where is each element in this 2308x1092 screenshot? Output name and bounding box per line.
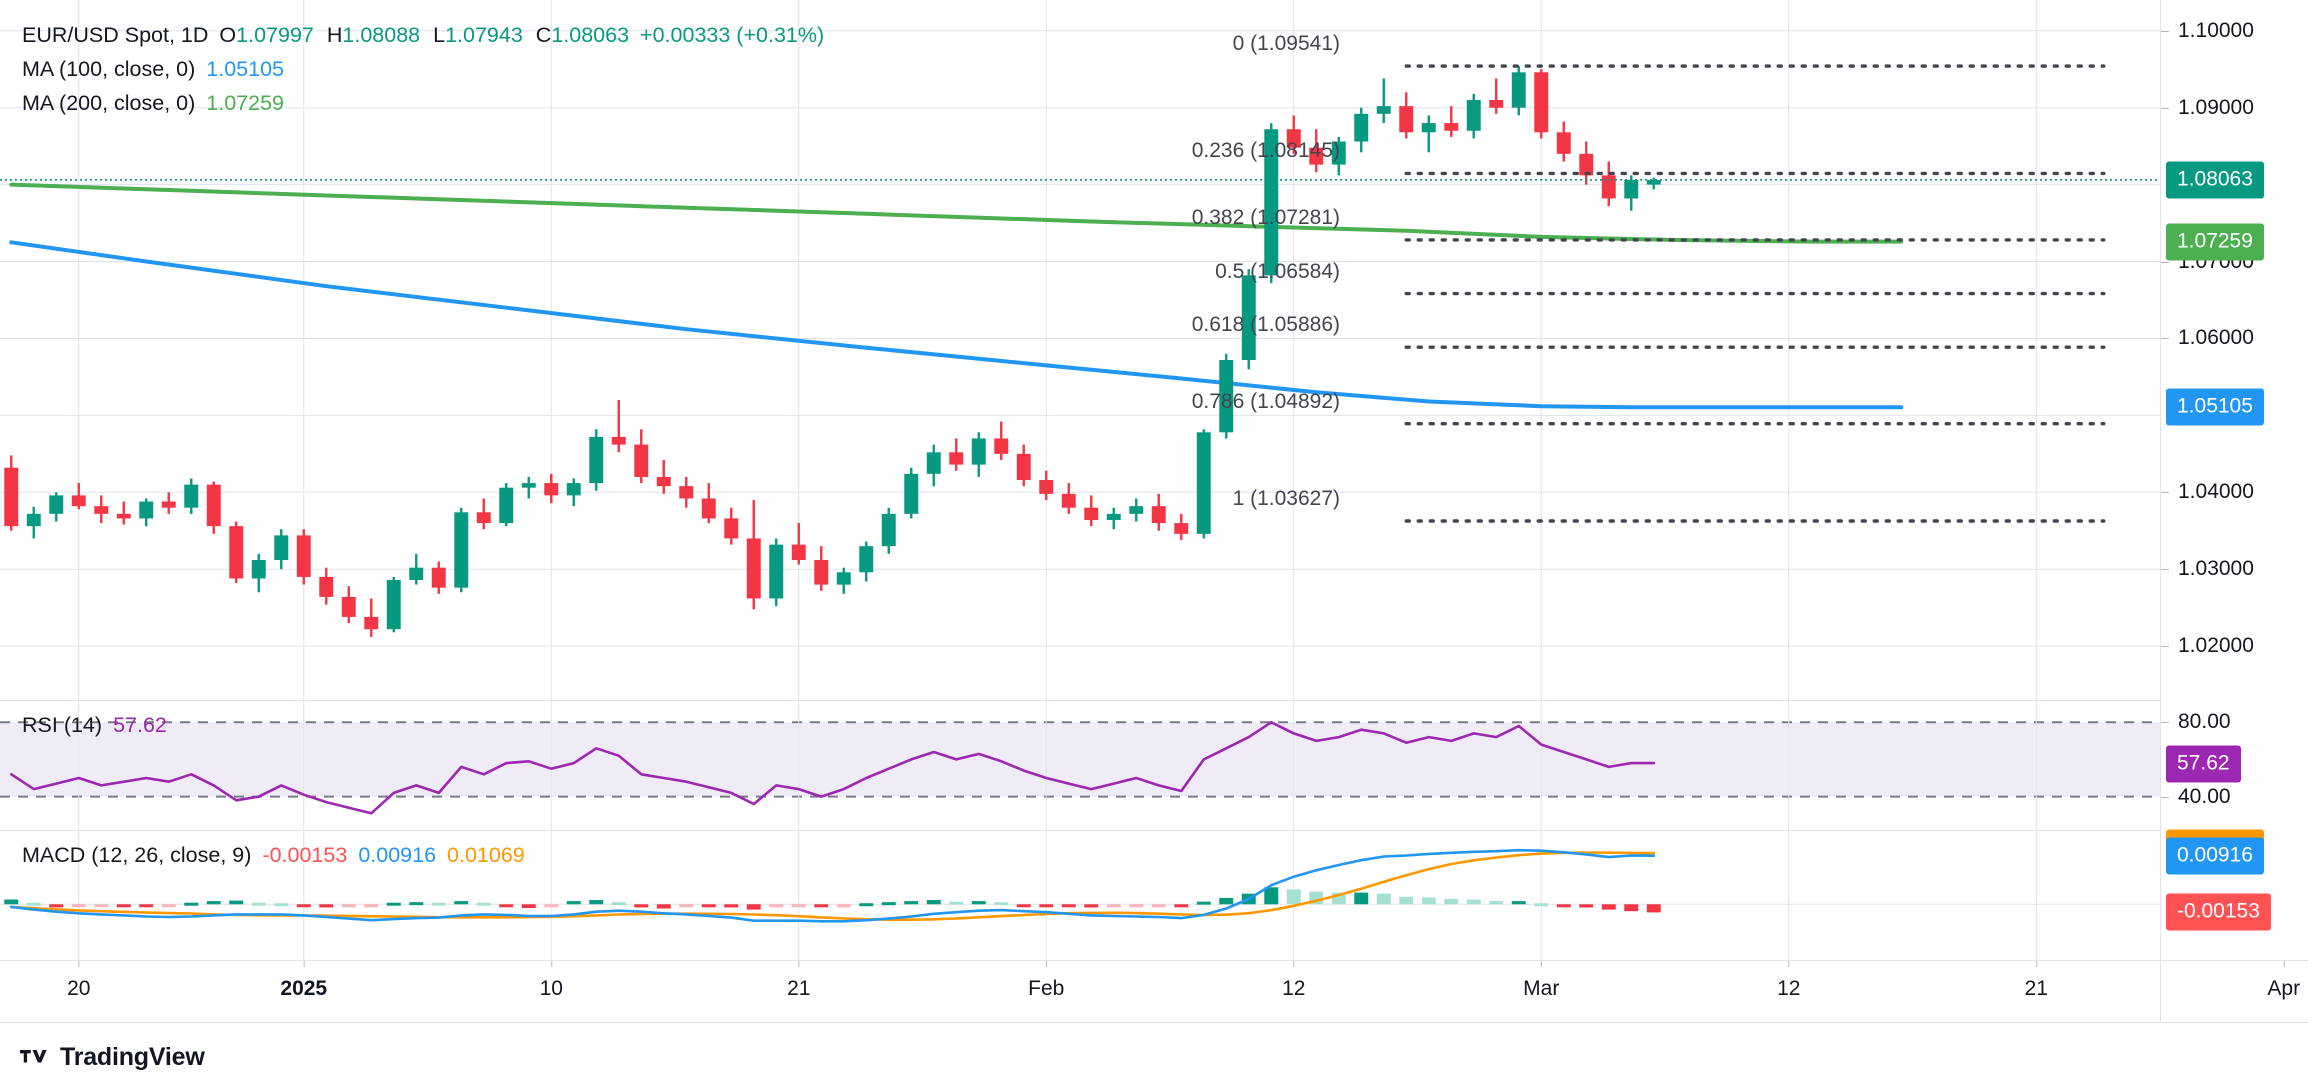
time-axis-tick: 12 [1777,961,1801,1000]
pane-divider-macd [0,830,2308,831]
time-axis-tick: 21 [2024,961,2048,1000]
time-axis-tick: Mar [1523,961,1560,1000]
pane-divider-rsi [0,700,2308,701]
tradingview-brand[interactable]: TradingView [20,1043,205,1072]
time-axis[interactable]: 20 2025 10 21 Feb 12 Mar 12 21 Apr [0,960,2308,1022]
price-axis[interactable]: 1.10000 1.09000 1.07000 1.06000 1.04000 1.030… [2160,0,2308,1022]
time-axis-tick: Apr [2267,961,2301,1000]
ma200-badge[interactable]: 1.07259 [2166,223,2264,261]
price-axis-tick: 1.06000 [2161,326,2308,350]
rsi-value-badge[interactable]: 57.62 [2166,745,2241,783]
time-axis-tick: 10 [539,961,563,1000]
tradingview-logo-icon [20,1050,47,1063]
fib-level-label: 0.5 (1.06584) [1215,259,1340,283]
macd-pane[interactable] [0,830,2160,960]
time-axis-tick: 12 [1282,961,1306,1000]
fib-level-label: 0 (1.09541) [1232,32,1340,56]
price-axis-tick: 1.09000 [2161,96,2308,120]
time-axis-tick: 2025 [280,961,328,1000]
price-axis-tick: 1.02000 [2161,634,2308,658]
fib-level-label: 1 (1.03627) [1232,487,1340,510]
time-axis-tick: 20 [67,961,91,1000]
rsi-axis-tick: 80.00 [2161,710,2308,734]
time-axis-tick: Feb [1028,961,1065,1000]
price-axis-tick: 1.03000 [2161,557,2308,581]
price-axis-tick: 1.10000 [2161,19,2308,43]
fib-level-label: 0.236 (1.08145) [1191,139,1340,163]
rsi-axis-tick: 40.00 [2161,785,2308,809]
price-pane[interactable] [0,0,2160,700]
rsi-plot [0,700,2160,830]
brand-name: TradingView [60,1043,205,1071]
fib-level-label: 0.786 (1.04892) [1191,389,1340,413]
price-plot [0,0,2160,700]
macd-plot [0,830,2160,960]
price-axis-tick: 1.04000 [2161,480,2308,504]
time-axis-tick: 21 [787,961,811,1000]
rsi-pane[interactable] [0,700,2160,830]
ma100-badge[interactable]: 1.05105 [2166,388,2264,426]
fib-level-label: 0.382 (1.07281) [1191,205,1340,229]
macd-line-badge[interactable]: 0.00916 [2166,837,2264,875]
macd-hist-badge[interactable]: -0.00153 [2166,893,2271,931]
footer: TradingView [0,1022,2308,1092]
fib-level-label: 0.618 (1.05886) [1191,313,1340,337]
last-price-badge[interactable]: 1.08063 [2166,161,2264,199]
